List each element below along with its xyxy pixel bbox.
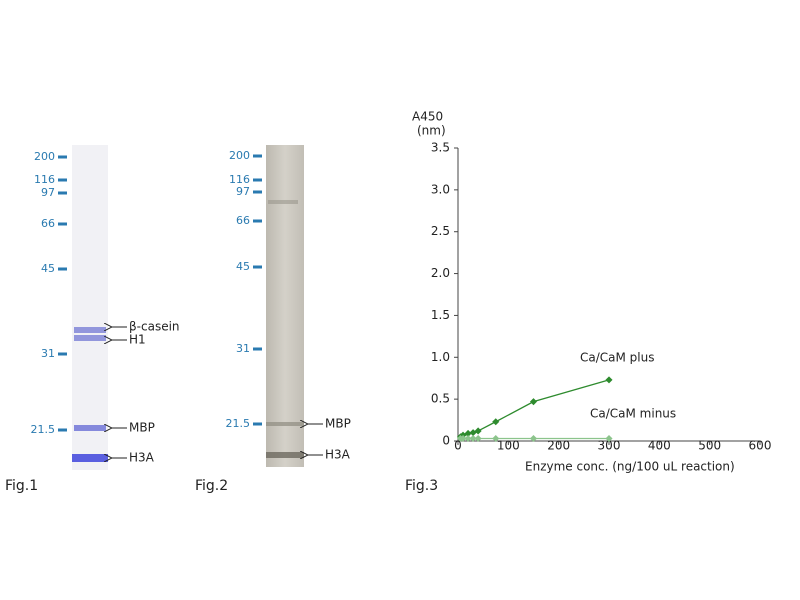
marker-label: 200	[229, 149, 250, 162]
y-tick-label: 2.0	[431, 266, 450, 280]
y-tick-label: 1.0	[431, 350, 450, 364]
marker-label: 21.5	[226, 417, 251, 430]
y-tick-label: 3.5	[431, 141, 450, 155]
gel-lane	[72, 145, 108, 470]
marker-label: 21.5	[31, 423, 56, 436]
data-point	[492, 434, 500, 443]
band-label: β-casein	[129, 320, 180, 334]
data-point	[474, 434, 482, 443]
band-label: MBP	[325, 417, 351, 431]
data-point	[464, 434, 472, 443]
marker-label: 97	[41, 186, 55, 199]
y-tick-label: 2.5	[431, 224, 450, 238]
band	[72, 454, 108, 462]
band	[266, 422, 304, 426]
figure-label: Fig.2	[195, 478, 228, 494]
band-label: H1	[129, 333, 146, 347]
x-tick-label: 0	[454, 439, 462, 453]
band	[74, 327, 106, 333]
marker-label: 116	[34, 173, 55, 186]
data-point	[529, 398, 538, 406]
y-tick-label: 0.5	[431, 392, 450, 406]
x-tick-label: 200	[547, 439, 570, 453]
marker-label: 31	[236, 342, 250, 355]
x-tick-label: 500	[698, 439, 721, 453]
series-label: Ca/CaM minus	[590, 407, 676, 421]
marker-label: 116	[229, 173, 250, 186]
marker-label: 200	[34, 150, 55, 163]
y-axis-label: A450	[412, 110, 443, 124]
data-point	[529, 434, 538, 443]
band	[74, 335, 106, 341]
x-tick-label: 400	[648, 439, 671, 453]
gel-lane	[266, 145, 304, 467]
data-point	[474, 427, 482, 435]
x-tick-label: 600	[749, 439, 772, 453]
band	[268, 200, 298, 204]
data-point	[605, 376, 613, 384]
data-point	[459, 434, 467, 443]
marker-label: 66	[41, 217, 55, 230]
data-point	[605, 434, 613, 443]
x-tick-label: 100	[497, 439, 520, 453]
marker-label: 45	[236, 260, 250, 273]
data-point	[464, 429, 472, 438]
band-label: MBP	[129, 421, 155, 435]
figure-label: Fig.3	[405, 478, 438, 494]
x-axis-label: Enzyme conc. (ng/100 uL reaction)	[525, 460, 735, 474]
band	[266, 452, 304, 458]
series-line	[460, 379, 610, 438]
marker-label: 31	[41, 347, 55, 360]
marker-label: 66	[236, 214, 250, 227]
x-tick-label: 300	[598, 439, 621, 453]
series-label: Ca/CaM plus	[580, 351, 654, 365]
y-tick-label: 3.0	[431, 182, 450, 196]
marker-label: 45	[41, 262, 55, 275]
band-label: H3A	[129, 451, 155, 465]
y-axis-label: (nm)	[417, 124, 446, 138]
data-point	[492, 418, 500, 426]
band	[74, 425, 106, 431]
data-point	[469, 434, 477, 443]
figure-label: Fig.1	[5, 478, 38, 494]
y-tick-label: 1.5	[431, 308, 450, 322]
y-tick-label: 0	[442, 434, 450, 448]
band-label: H3A	[325, 448, 351, 462]
marker-label: 97	[236, 185, 250, 198]
